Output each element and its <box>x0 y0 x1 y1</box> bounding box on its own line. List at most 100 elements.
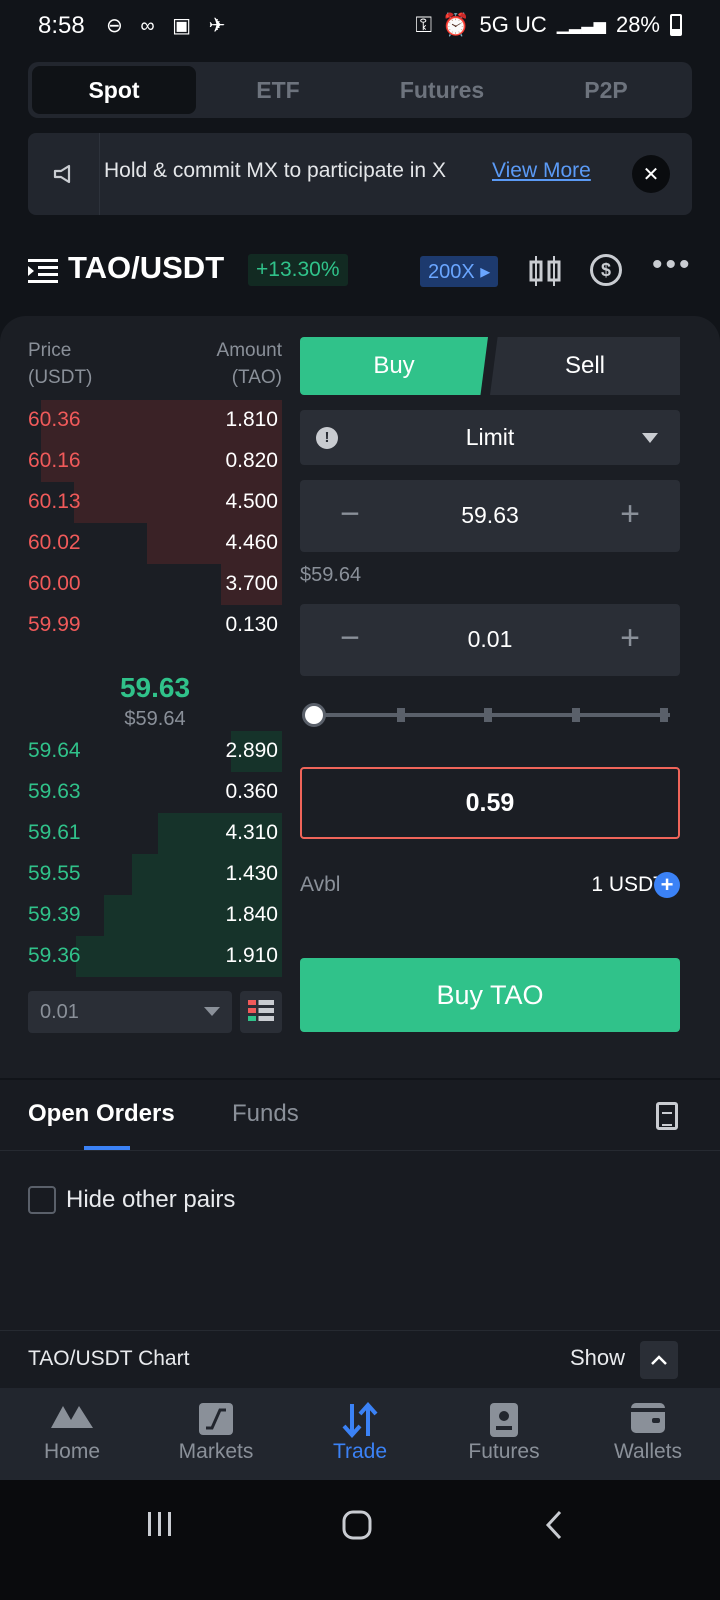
chevron-down-icon <box>204 1007 220 1016</box>
nav-label: Trade <box>332 1440 388 1463</box>
wallet-icon <box>630 1402 666 1439</box>
nav-label: Futures <box>468 1440 540 1463</box>
view-more-link[interactable]: View More <box>492 159 591 182</box>
amount-column-header: Amount (TAO) <box>217 337 282 391</box>
tab-p2p[interactable]: P2P <box>584 76 628 103</box>
bid-amount: 1.840 <box>225 903 278 926</box>
bid-price: 59.36 <box>28 944 81 967</box>
slider-tick-25[interactable] <box>397 708 405 722</box>
chevron-up-icon[interactable] <box>640 1341 678 1379</box>
more-options-icon[interactable]: ••• <box>652 248 693 281</box>
nav-markets[interactable]: Markets <box>144 1388 288 1480</box>
dollar-icon[interactable]: $ <box>590 254 622 286</box>
system-navigation-bar <box>0 1480 720 1600</box>
buy-submit-button[interactable]: Buy TAO <box>300 958 680 1032</box>
chart-show-label[interactable]: Show <box>570 1345 626 1370</box>
divider <box>0 1150 720 1151</box>
depth-bar <box>76 936 282 977</box>
nav-wallets[interactable]: Wallets <box>576 1388 720 1480</box>
price-header-unit: (USDT) <box>28 367 93 388</box>
depth-bar <box>40 400 282 441</box>
tab-etf[interactable]: ETF <box>256 76 300 103</box>
bid-row[interactable]: 59.55 1.430 <box>28 854 282 895</box>
ask-row[interactable]: 60.36 1.810 <box>28 400 282 441</box>
bid-row[interactable]: 59.39 1.840 <box>28 895 282 936</box>
tab-open-orders[interactable]: Open Orders <box>28 1100 175 1127</box>
ask-row[interactable]: 60.13 4.500 <box>28 482 282 523</box>
available-label: Avbl <box>300 873 341 896</box>
close-icon[interactable]: ✕ <box>632 155 670 193</box>
bid-row[interactable]: 59.61 4.310 <box>28 813 282 854</box>
nav-futures[interactable]: Futures <box>432 1388 576 1480</box>
ask-row[interactable]: 60.16 0.820 <box>28 441 282 482</box>
tab-spot[interactable]: Spot <box>32 66 196 114</box>
tab-futures[interactable]: Futures <box>399 76 485 103</box>
bottom-nav: Home Markets Trade Futures Wallets <box>0 1388 720 1480</box>
trade-icon <box>340 1401 380 1443</box>
hide-other-pairs-label[interactable]: Hide other pairs <box>66 1186 236 1213</box>
alarm-icon: ⏰ <box>442 12 470 37</box>
back-icon[interactable] <box>544 1510 564 1545</box>
quantity-input[interactable]: 0.01 <box>467 626 513 652</box>
amount-slider[interactable] <box>300 700 680 730</box>
futures-icon <box>489 1402 519 1443</box>
price-minus-button[interactable]: − <box>340 495 360 533</box>
order-type-select[interactable]: ! Limit <box>300 410 680 465</box>
quantity-plus-button[interactable]: + <box>620 619 640 657</box>
sell-tab[interactable]: Sell <box>490 337 680 395</box>
chart-title: TAO/USDT Chart <box>28 1347 190 1370</box>
slider-track <box>314 713 670 717</box>
home-icon <box>49 1402 95 1433</box>
status-bar: 8:58 ⊖ ∞ ▣ ✈ ⚿ ⏰ 5G UC ▁▂▃▅ 28% <box>0 0 720 54</box>
pair-name[interactable]: TAO/USDT <box>68 250 225 285</box>
price-stepper[interactable]: − 59.63 + <box>300 480 680 552</box>
slider-handle[interactable] <box>302 703 326 727</box>
ask-price: 60.16 <box>28 449 81 472</box>
ask-amount: 4.460 <box>225 531 278 554</box>
bid-price: 59.39 <box>28 903 81 926</box>
candlestick-icon[interactable] <box>528 256 562 291</box>
hide-other-pairs-checkbox[interactable] <box>28 1186 56 1214</box>
add-funds-icon[interactable]: + <box>654 872 680 898</box>
quantity-minus-button[interactable]: − <box>340 619 360 657</box>
bid-row[interactable]: 59.64 2.890 <box>28 731 282 772</box>
quantity-stepper[interactable]: − 0.01 + <box>300 604 680 676</box>
price-input[interactable]: 59.63 <box>461 502 519 528</box>
slider-tick-100[interactable] <box>660 708 668 722</box>
markets-icon <box>198 1402 234 1441</box>
bid-row[interactable]: 59.36 1.910 <box>28 936 282 977</box>
recent-apps-icon[interactable] <box>146 1510 174 1543</box>
bid-price: 59.64 <box>28 739 81 762</box>
ask-amount: 0.820 <box>225 449 278 472</box>
ask-row[interactable]: 60.00 3.700 <box>28 564 282 605</box>
order-history-icon[interactable] <box>656 1102 678 1130</box>
ask-row[interactable]: 59.99 0.130 <box>28 605 282 646</box>
price-plus-button[interactable]: + <box>620 495 640 533</box>
chart-toggle-bar[interactable]: TAO/USDT Chart Show <box>0 1330 720 1388</box>
bid-row[interactable]: 59.63 0.360 <box>28 772 282 813</box>
signal-icon: ▁▂▃▅ <box>556 17 606 34</box>
nav-home[interactable]: Home <box>0 1388 144 1480</box>
banner-text: Hold & commit MX to participate in X <box>104 159 446 182</box>
ask-row[interactable]: 60.02 4.460 <box>28 523 282 564</box>
tab-funds[interactable]: Funds <box>232 1100 299 1127</box>
ask-amount: 3.700 <box>225 572 278 595</box>
nav-trade[interactable]: Trade <box>288 1388 432 1480</box>
pair-menu-icon[interactable] <box>28 258 60 289</box>
order-type-value: Limit <box>465 424 515 450</box>
leverage-badge[interactable]: 200X ▸ <box>420 256 499 287</box>
price-header-label: Price <box>28 340 72 361</box>
ask-price: 59.99 <box>28 613 81 636</box>
total-input[interactable]: 0.59 <box>300 767 680 839</box>
ask-amount: 1.810 <box>225 408 278 431</box>
precision-select[interactable]: 0.01 <box>28 991 232 1033</box>
pair-header: TAO/USDT +13.30% 200X ▸ $ ••• <box>28 248 692 298</box>
announcement-banner[interactable]: Hold & commit MX to participate in X Vie… <box>28 133 692 215</box>
bid-amount: 0.360 <box>225 780 278 803</box>
home-button-icon[interactable] <box>342 1510 372 1545</box>
orderbook-view-icon[interactable] <box>240 991 282 1033</box>
info-icon[interactable]: ! <box>316 427 338 449</box>
buy-tab[interactable]: Buy <box>300 337 488 395</box>
slider-tick-75[interactable] <box>572 708 580 722</box>
slider-tick-50[interactable] <box>484 708 492 722</box>
